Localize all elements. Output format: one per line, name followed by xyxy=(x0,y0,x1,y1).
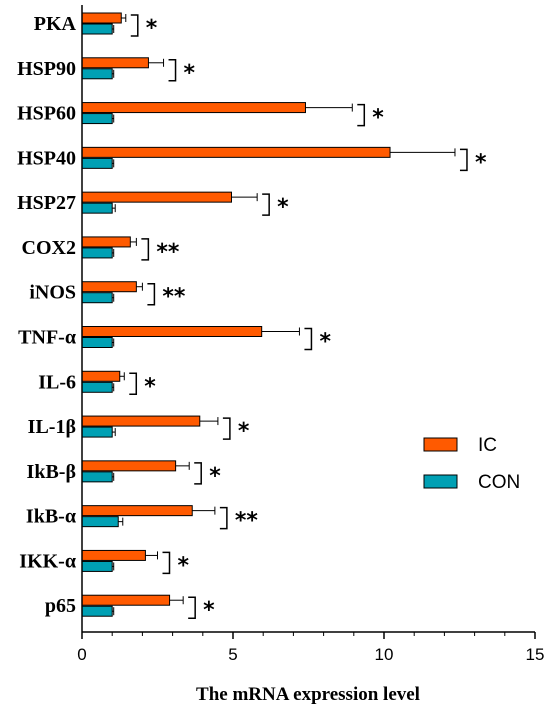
bar-con xyxy=(81,426,113,438)
significance-bracket xyxy=(129,372,138,396)
significance-bracket xyxy=(194,462,202,485)
bar-ic xyxy=(81,281,137,293)
significance-marker: * xyxy=(184,61,196,86)
bar-con xyxy=(81,23,113,35)
bar-con xyxy=(81,516,119,528)
bar-con xyxy=(81,113,113,125)
bar-ic xyxy=(81,549,146,561)
bar-ic xyxy=(81,505,193,517)
bar-ic xyxy=(81,594,171,606)
x-tick-label: 0 xyxy=(77,645,86,664)
category-label: IkB-α xyxy=(26,506,76,528)
significance-bracket xyxy=(357,103,366,127)
category-label: iNOS xyxy=(29,282,76,304)
bar-ic xyxy=(81,57,149,69)
significance-bracket xyxy=(262,193,270,216)
legend-swatch-ic xyxy=(423,437,458,452)
bar-ic xyxy=(81,102,306,114)
bar-ic xyxy=(81,415,201,427)
bar-ic xyxy=(81,191,232,203)
significance-marker: ** xyxy=(156,240,180,265)
bar-ic xyxy=(81,236,131,248)
significance-marker: * xyxy=(203,598,215,623)
significance-marker: * xyxy=(146,16,158,41)
x-tick-label: 5 xyxy=(228,645,237,664)
bar-ic xyxy=(81,12,122,24)
significance-marker: * xyxy=(144,374,156,399)
bar-ic xyxy=(81,326,263,337)
category-label: IL-6 xyxy=(38,371,76,393)
bar-con xyxy=(81,292,113,304)
significance-bracket xyxy=(188,596,196,619)
category-label: PKA xyxy=(34,13,77,35)
bar-con xyxy=(81,381,113,393)
bar-ic xyxy=(81,460,177,472)
significance-marker: ** xyxy=(235,509,259,534)
bar-con xyxy=(81,157,113,169)
x-tick-label: 10 xyxy=(375,645,394,664)
significance-bracket xyxy=(222,417,231,440)
significance-bracket xyxy=(130,14,139,37)
significance-bracket xyxy=(147,282,156,306)
significance-marker: * xyxy=(209,464,221,489)
bar-ic xyxy=(81,146,391,158)
category-labels: PKA HSP90 HSP60 HSP40 HSP27 COX2 iNOS TNF-α IL-6… xyxy=(17,13,76,617)
significance-marker: * xyxy=(319,330,331,355)
significance-marker: * xyxy=(178,553,190,578)
category-label: HSP27 xyxy=(17,192,76,214)
significance-bracket xyxy=(141,238,150,261)
x-tick-label: 15 xyxy=(526,645,545,664)
category-label: HSP60 xyxy=(17,103,76,125)
significance-bracket xyxy=(168,59,177,82)
bar-con xyxy=(81,247,113,259)
significance-bracket xyxy=(459,148,468,172)
category-label: IL-1β xyxy=(28,416,76,438)
category-label: HSP90 xyxy=(17,58,76,80)
category-label: p65 xyxy=(45,595,76,617)
category-label: COX2 xyxy=(22,237,76,259)
category-label: IkB-β xyxy=(27,461,76,483)
significance-marker: * xyxy=(372,106,384,131)
significance-marker: ** xyxy=(162,285,186,310)
bar-ic xyxy=(81,370,121,382)
bar-con xyxy=(81,337,113,348)
bars-layer: ***************** xyxy=(81,12,487,623)
significance-bracket xyxy=(304,327,313,351)
significance-bracket xyxy=(162,551,171,575)
legend-swatch-con xyxy=(423,474,458,489)
category-label: HSP40 xyxy=(17,147,76,169)
significance-marker: * xyxy=(277,195,289,220)
legend-label: CON xyxy=(478,472,520,493)
category-label: TNF-α xyxy=(18,327,76,349)
significance-bracket xyxy=(219,506,228,530)
bar-con xyxy=(81,68,113,80)
category-label: IKK-α xyxy=(19,550,76,572)
legend: IC CON xyxy=(423,435,520,493)
legend-label: IC xyxy=(478,435,497,456)
x-axis-title: The mRNA expression level xyxy=(196,684,420,705)
bar-con xyxy=(81,202,113,214)
bar-con xyxy=(81,605,113,617)
bar-con xyxy=(81,471,113,483)
bar-con xyxy=(81,560,113,572)
significance-marker: * xyxy=(475,150,487,175)
significance-marker: * xyxy=(238,419,250,444)
x-axis: 0 5 10 15 xyxy=(77,5,544,664)
